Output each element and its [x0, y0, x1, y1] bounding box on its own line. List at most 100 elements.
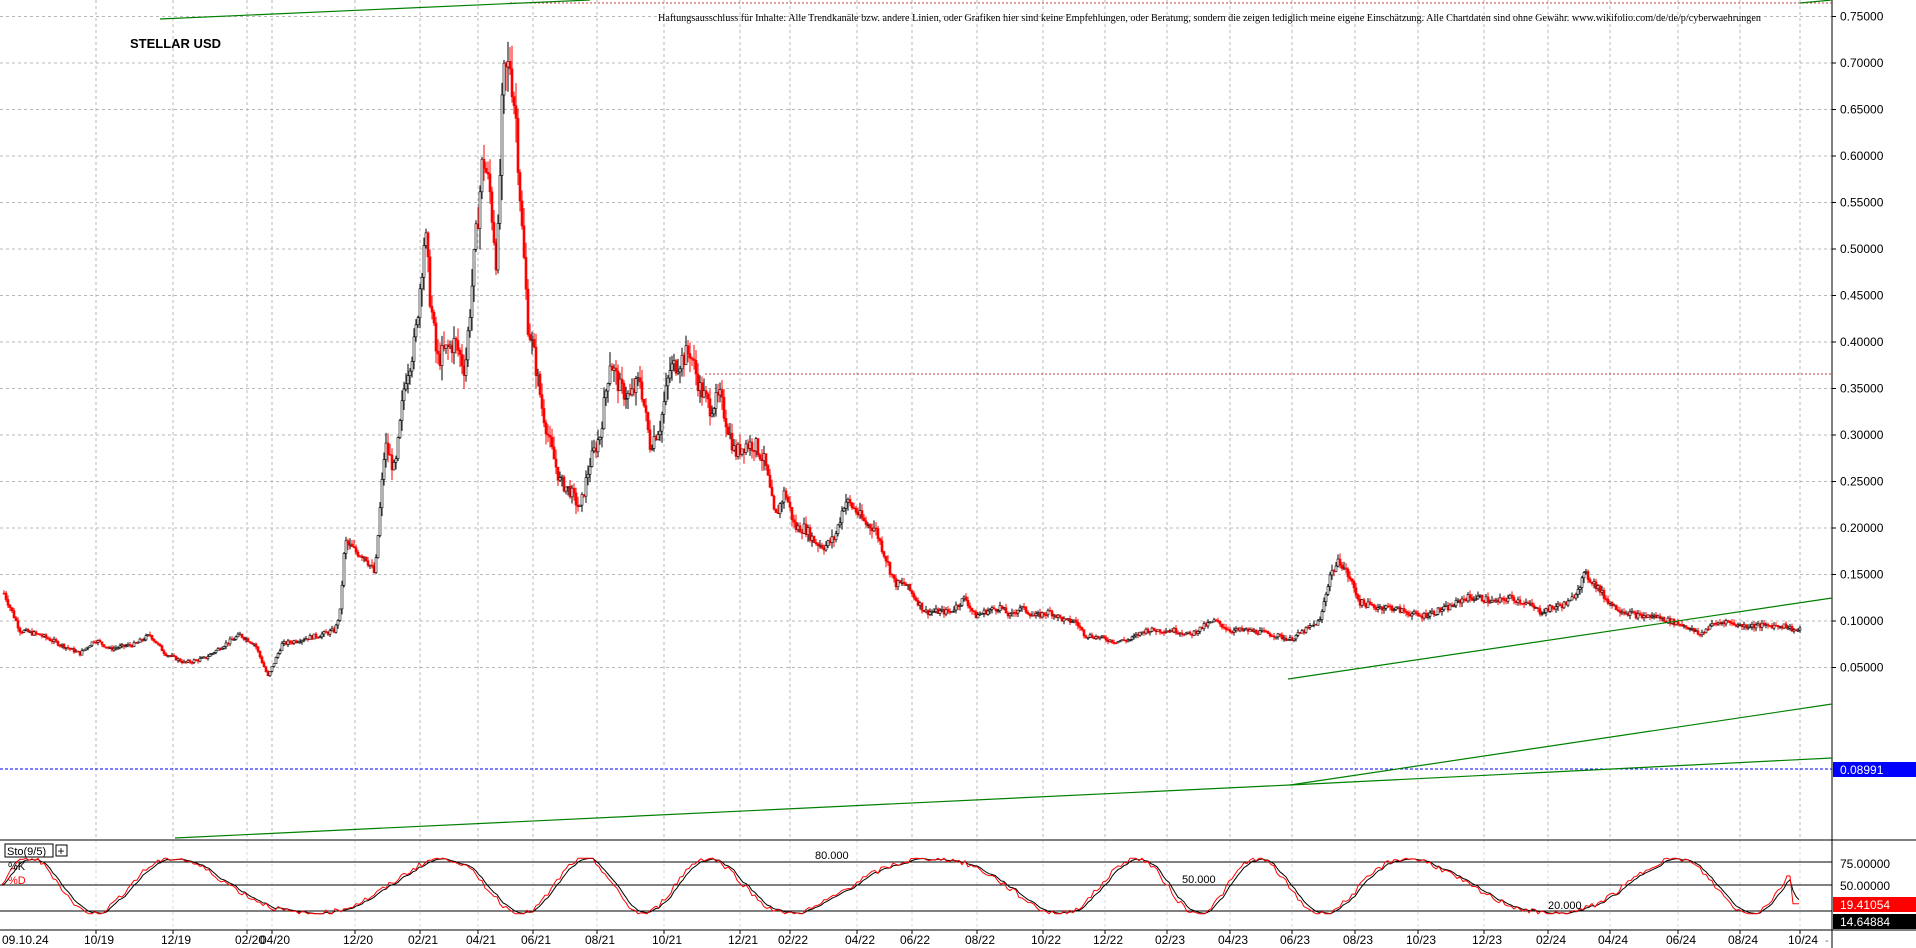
candle [1696, 627, 1700, 636]
candle [996, 609, 1000, 614]
candle [836, 524, 840, 537]
candle [524, 242, 528, 300]
time-tick-label: 04/23 [1218, 933, 1248, 947]
last-price-tag: 0.08991 [1833, 762, 1916, 777]
candle [678, 365, 682, 384]
candle [1748, 623, 1752, 629]
candle [1434, 614, 1438, 616]
candle [510, 45, 514, 103]
candle [1506, 594, 1510, 604]
candle [420, 272, 424, 307]
candle [764, 453, 768, 471]
candle [554, 449, 558, 475]
disclaimer-text: Haftungsausschluss für Inhalte: Alle Tre… [658, 13, 1761, 24]
candle [370, 559, 374, 569]
candle [640, 369, 644, 403]
candle [862, 514, 866, 522]
candle [886, 555, 890, 566]
candle [1744, 623, 1748, 631]
candle [356, 549, 360, 558]
candle [618, 372, 622, 392]
candle [1442, 603, 1446, 612]
candle [484, 161, 488, 174]
candle [614, 360, 618, 385]
candle [970, 607, 974, 615]
price-tick-label: 0.35000 [1840, 382, 1884, 396]
candle [708, 388, 712, 426]
candle [512, 91, 516, 115]
candle [174, 655, 178, 661]
candle [540, 383, 544, 417]
candle [1606, 595, 1610, 606]
candle [1488, 599, 1492, 604]
candle [624, 386, 628, 409]
candle [526, 279, 530, 337]
time-tick-label: 08/22 [965, 933, 995, 947]
candle [1338, 553, 1342, 569]
candle [416, 315, 420, 328]
candle [1158, 629, 1162, 635]
candle [426, 231, 430, 273]
candle [1180, 629, 1184, 638]
candle [1362, 597, 1366, 607]
price-tick-label: 0.40000 [1840, 335, 1884, 349]
time-tick-label: 08/24 [1728, 933, 1758, 947]
time-tick-label: 04/22 [845, 933, 875, 947]
candle [1356, 593, 1360, 602]
candle [676, 358, 680, 376]
candle [344, 536, 348, 560]
candle [730, 423, 734, 454]
candle [38, 633, 42, 636]
candle [1562, 600, 1566, 609]
candle [1086, 636, 1090, 640]
candle [408, 368, 412, 385]
candle [538, 370, 542, 398]
candle [768, 468, 772, 489]
candle [412, 328, 416, 370]
candle [1410, 611, 1414, 620]
candle [406, 363, 410, 394]
candle [932, 608, 936, 613]
candle [788, 495, 792, 512]
candle [334, 623, 338, 634]
candle [790, 507, 794, 527]
candle [222, 645, 226, 650]
candle [528, 323, 532, 342]
candle [758, 452, 762, 462]
indicator-name-box[interactable] [4, 843, 54, 858]
candle [1760, 619, 1764, 632]
candle [860, 504, 864, 521]
candle [72, 646, 76, 654]
candle [960, 598, 964, 607]
candle [62, 643, 66, 650]
candle [578, 504, 582, 507]
candle [1068, 615, 1072, 626]
candle [1428, 609, 1432, 620]
candle [302, 637, 306, 643]
indicator-expand-button[interactable] [55, 844, 68, 857]
candle [1272, 632, 1276, 641]
candle [1382, 604, 1386, 614]
candle [496, 214, 500, 274]
candle [1090, 632, 1094, 639]
candle [1638, 610, 1642, 617]
candle [1004, 603, 1008, 614]
candle [1440, 606, 1444, 616]
candle [1432, 609, 1436, 618]
candle [868, 523, 872, 536]
candle [1418, 612, 1422, 617]
candle [466, 326, 470, 367]
candle [178, 657, 182, 663]
candle [1602, 587, 1606, 603]
axis-scroll-icon[interactable]: - [1825, 935, 1829, 947]
candle [896, 579, 900, 591]
candle [1646, 614, 1650, 618]
d-label: %D [8, 875, 26, 887]
candle [878, 537, 882, 545]
price-tick-label: 0.05000 [1840, 661, 1884, 675]
candle [892, 574, 896, 583]
candle [912, 591, 916, 601]
candle [724, 409, 728, 438]
candle [352, 539, 356, 549]
candle [1728, 620, 1732, 626]
